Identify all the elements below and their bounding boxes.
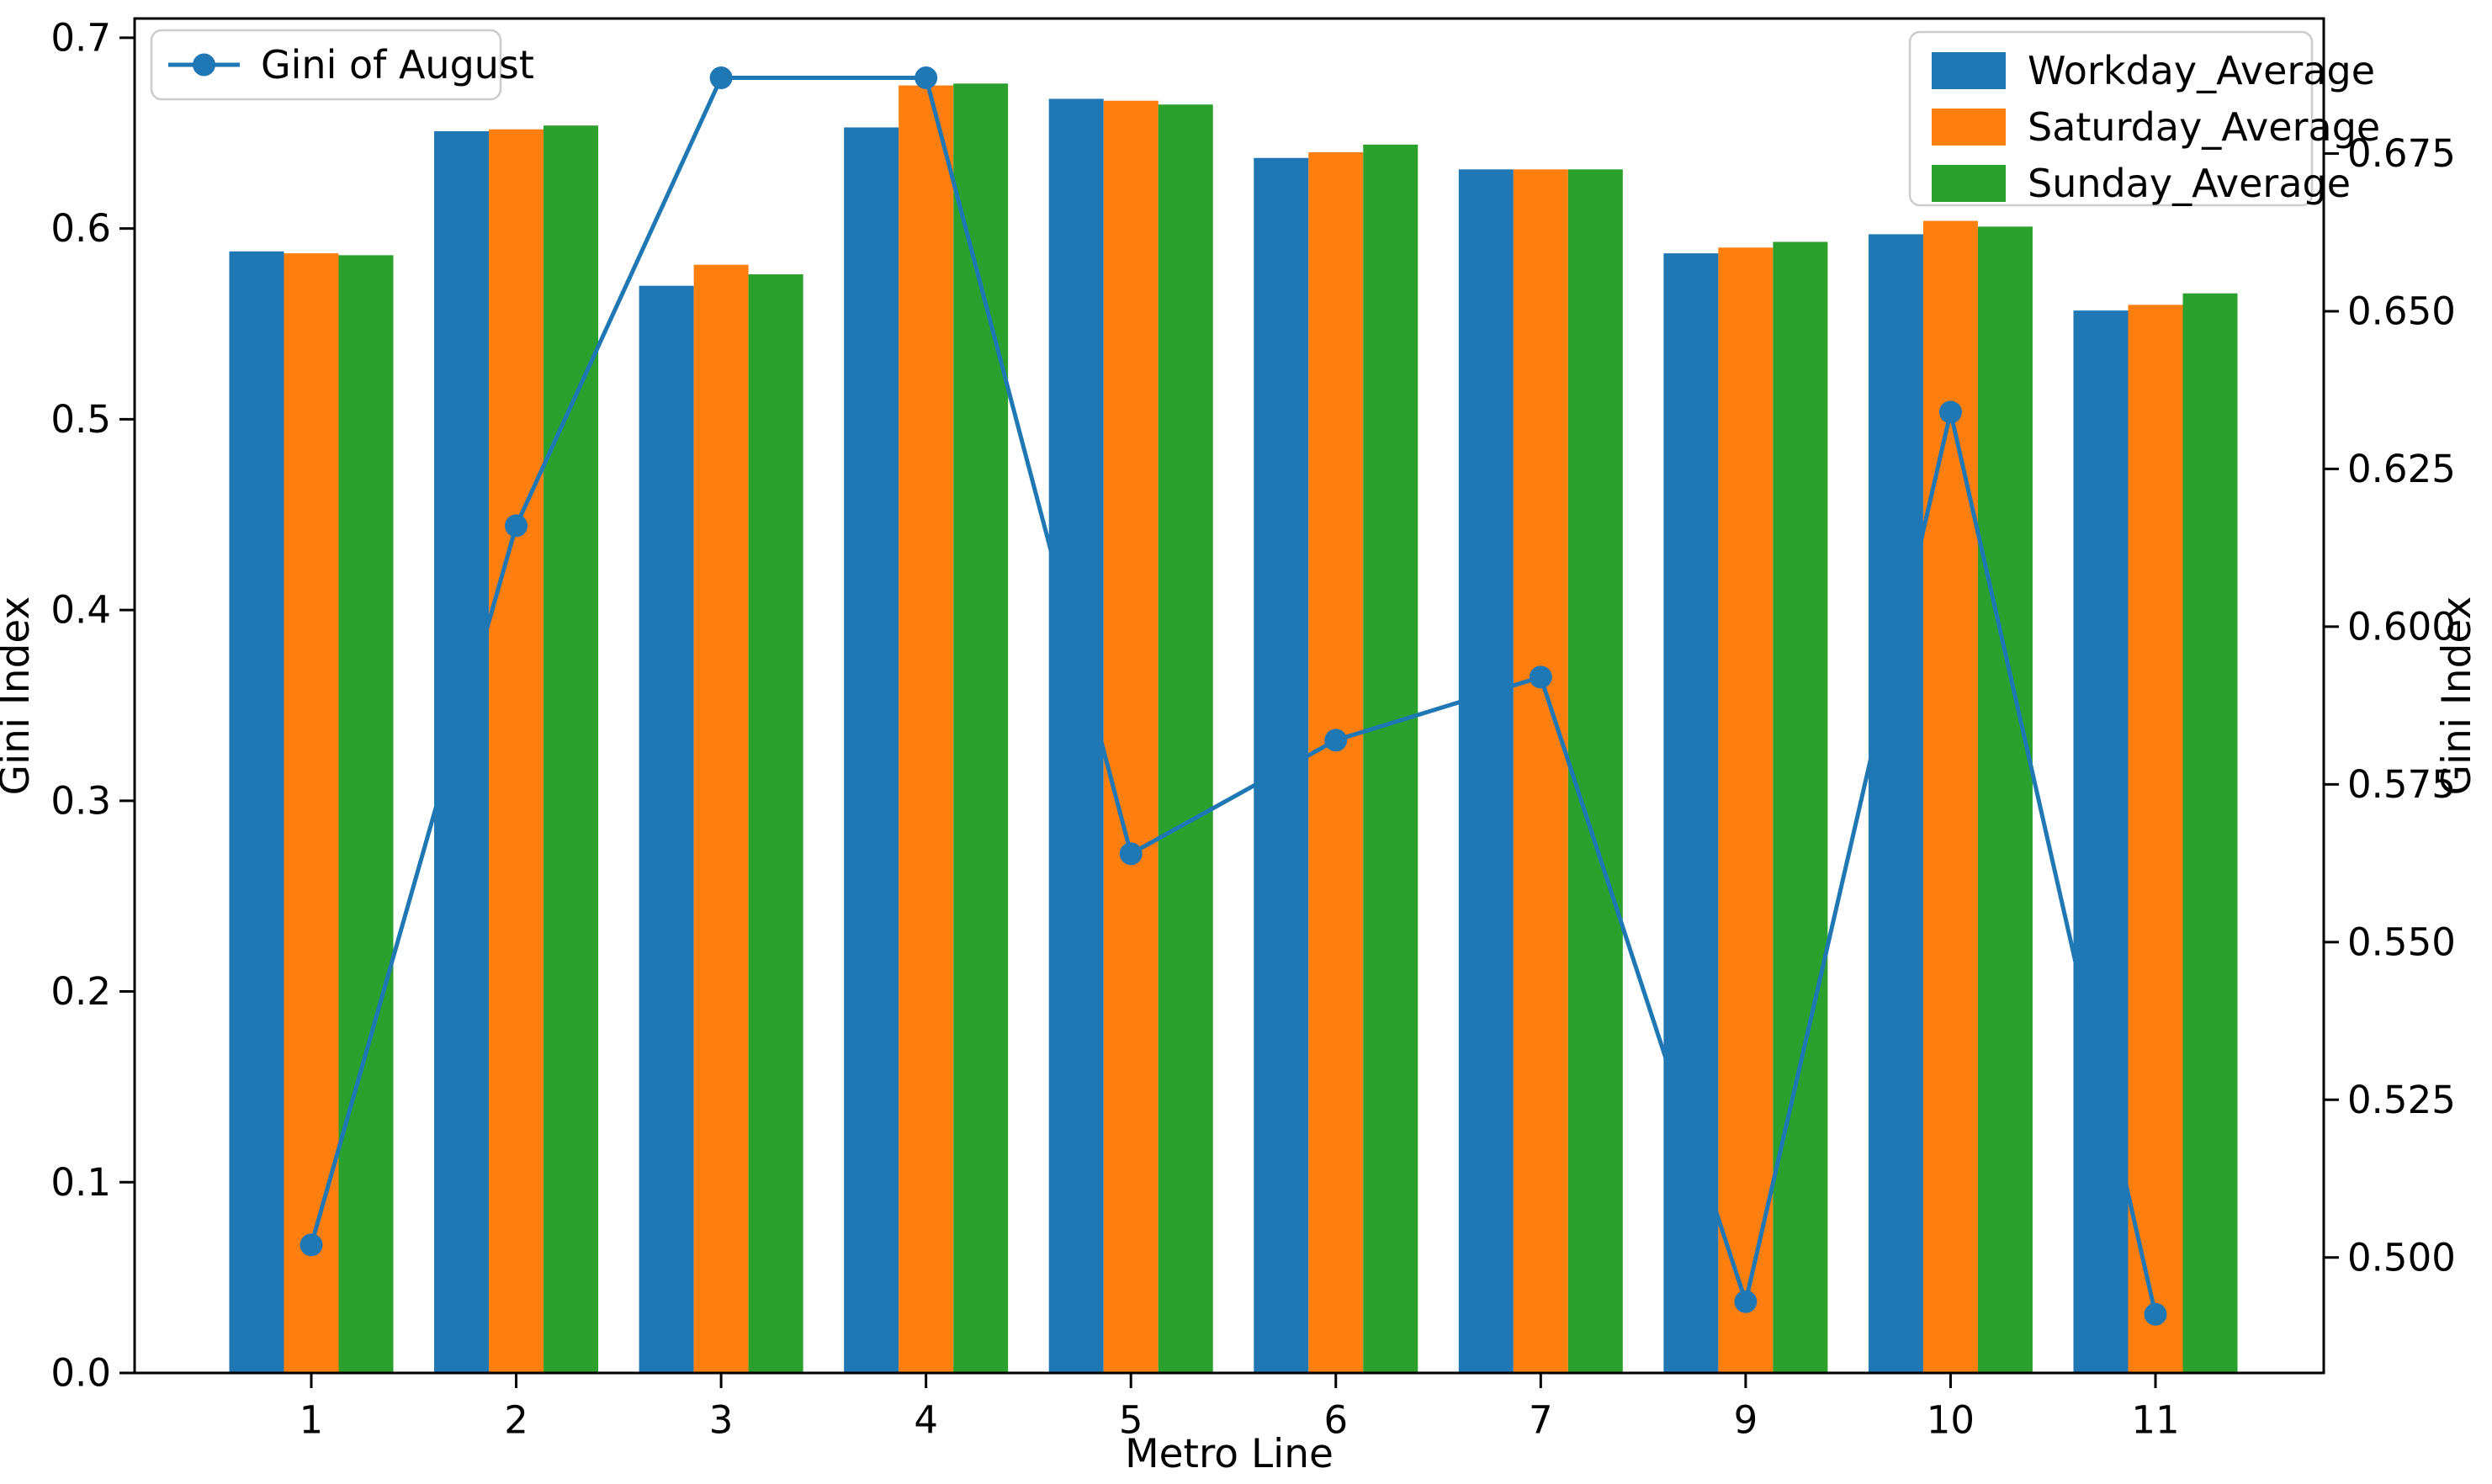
bar-Workday_Average-line-2: [434, 130, 490, 1374]
bar-Workday_Average-line-10: [1868, 234, 1923, 1374]
y-tick-label-left: 0.7: [50, 15, 111, 60]
axes-layer: 0.0 0.1 0.2 0.3 0.4 0.5 0.6 0.7 0.500 0.525 0.550 0…: [50, 15, 2455, 1442]
marker-Gini of August-line-2: [505, 514, 528, 538]
bar-Workday_Average-line-11: [2073, 310, 2129, 1373]
bar-Saturday_Average-line-4: [899, 85, 954, 1373]
y-axis-title-right: Gini Index: [2434, 596, 2480, 796]
bar-Sunday_Average-line-4: [953, 83, 1009, 1374]
x-tick-label: 4: [914, 1398, 938, 1443]
legend-bars: Workday_Average Saturday_Average Sunday_…: [1908, 30, 2380, 207]
bar-Saturday_Average-line-11: [2128, 305, 2183, 1373]
bar-Workday_Average-line-6: [1254, 157, 1309, 1373]
legend-line-marker-icon: [193, 53, 215, 77]
marker-Gini of August-line-5: [1119, 842, 1143, 866]
y-axis-title-left: Gini Index: [0, 596, 39, 796]
y-tick-label-left: 0.1: [50, 1160, 111, 1205]
bar-Workday_Average-line-3: [639, 285, 694, 1373]
y-tick-label-right: 0.500: [2347, 1235, 2456, 1280]
x-axis-title: Metro Line: [1125, 1431, 1333, 1477]
bar-Sunday_Average-line-3: [748, 274, 803, 1373]
y-tick-label-left: 0.4: [50, 588, 111, 633]
legend-line-label: Gini of August: [261, 42, 534, 87]
bar-Sunday_Average-line-7: [1567, 169, 1623, 1374]
y-tick-label-right: 0.525: [2347, 1078, 2456, 1122]
y-tick-label-left: 0.5: [50, 397, 111, 442]
bar-Sunday_Average-line-5: [1158, 104, 1213, 1373]
legend-line: Gini of August: [150, 29, 534, 101]
y-tick-label-left: 0.0: [50, 1351, 111, 1396]
x-tick-label: 7: [1529, 1398, 1553, 1443]
line-Gini of August: [309, 75, 2158, 1315]
bar-Sunday_Average-line-2: [543, 125, 599, 1373]
legend-label-workday: Workday_Average: [2028, 48, 2375, 93]
bar-Workday_Average-line-7: [1458, 169, 1514, 1374]
bar-Saturday_Average-line-6: [1308, 151, 1364, 1373]
bar-Workday_Average-line-1: [229, 251, 284, 1373]
bar-Saturday_Average-line-1: [284, 253, 339, 1374]
y-tick-label-right: 0.575: [2347, 762, 2456, 807]
bar-Sunday_Average-line-9: [1773, 241, 1828, 1373]
marker-Gini of August-line-6: [1324, 729, 1348, 752]
x-tick-label: 2: [504, 1398, 528, 1443]
marker-Gini of August-line-3: [709, 66, 733, 89]
y-tick-label-right: 0.550: [2347, 920, 2456, 964]
y-tick-label-left: 0.6: [50, 206, 111, 251]
legend-swatch-saturday: [1932, 109, 2006, 146]
marker-Gini of August-line-1: [300, 1233, 323, 1257]
x-tick-label: 1: [300, 1398, 324, 1443]
marker-Gini of August-line-11: [2144, 1302, 2167, 1326]
y-tick-label-left: 0.2: [50, 969, 111, 1014]
legend-label-saturday: Saturday_Average: [2028, 104, 2380, 150]
bar-Saturday_Average-line-7: [1513, 169, 1568, 1374]
plot-frame: [133, 17, 2325, 1375]
x-tick-label: 3: [709, 1398, 734, 1443]
marker-Gini of August-line-10: [1938, 400, 1962, 424]
x-tick-label: 6: [1323, 1398, 1348, 1443]
y-tick-label-right: 0.625: [2347, 447, 2456, 491]
y-tick-label-right: 0.675: [2347, 131, 2456, 176]
bars-layer: [229, 83, 2238, 1374]
y-tick-label-right: 0.650: [2347, 289, 2456, 333]
bar-Sunday_Average-line-10: [1977, 226, 2033, 1373]
legend-swatch-sunday: [1932, 165, 2006, 202]
bar-Saturday_Average-line-9: [1718, 247, 1774, 1374]
y-tick-label-right: 0.600: [2347, 604, 2456, 649]
marker-Gini of August-line-4: [915, 66, 938, 89]
bar-Workday_Average-line-9: [1663, 253, 1719, 1374]
bar-Workday_Average-line-5: [1048, 98, 1104, 1373]
legend-line-box: [150, 29, 502, 101]
legend-swatch-workday: [1932, 52, 2006, 89]
x-tick-label: 11: [2131, 1398, 2179, 1443]
bar-Saturday_Average-line-3: [693, 264, 749, 1373]
bar-Saturday_Average-line-10: [1922, 220, 1978, 1373]
x-tick-label: 5: [1119, 1398, 1143, 1443]
y-tick-label-left: 0.3: [50, 778, 111, 823]
x-tick-label: 10: [1927, 1398, 1975, 1443]
x-tick-label: 9: [1734, 1398, 1758, 1443]
bar-Sunday_Average-line-6: [1363, 144, 1418, 1373]
bar-Saturday_Average-line-5: [1103, 100, 1159, 1373]
marker-Gini of August-line-7: [1529, 665, 1552, 689]
bar-Saturday_Average-line-2: [489, 129, 544, 1373]
bar-Sunday_Average-line-1: [338, 255, 394, 1373]
bar-Sunday_Average-line-11: [2182, 293, 2238, 1373]
bar-Workday_Average-line-4: [844, 127, 899, 1374]
marker-Gini of August-line-9: [1734, 1290, 1758, 1313]
legend-label-sunday: Sunday_Average: [2028, 161, 2351, 206]
line-layer: [300, 66, 2167, 1326]
legend-bars-box: [1908, 30, 2314, 207]
